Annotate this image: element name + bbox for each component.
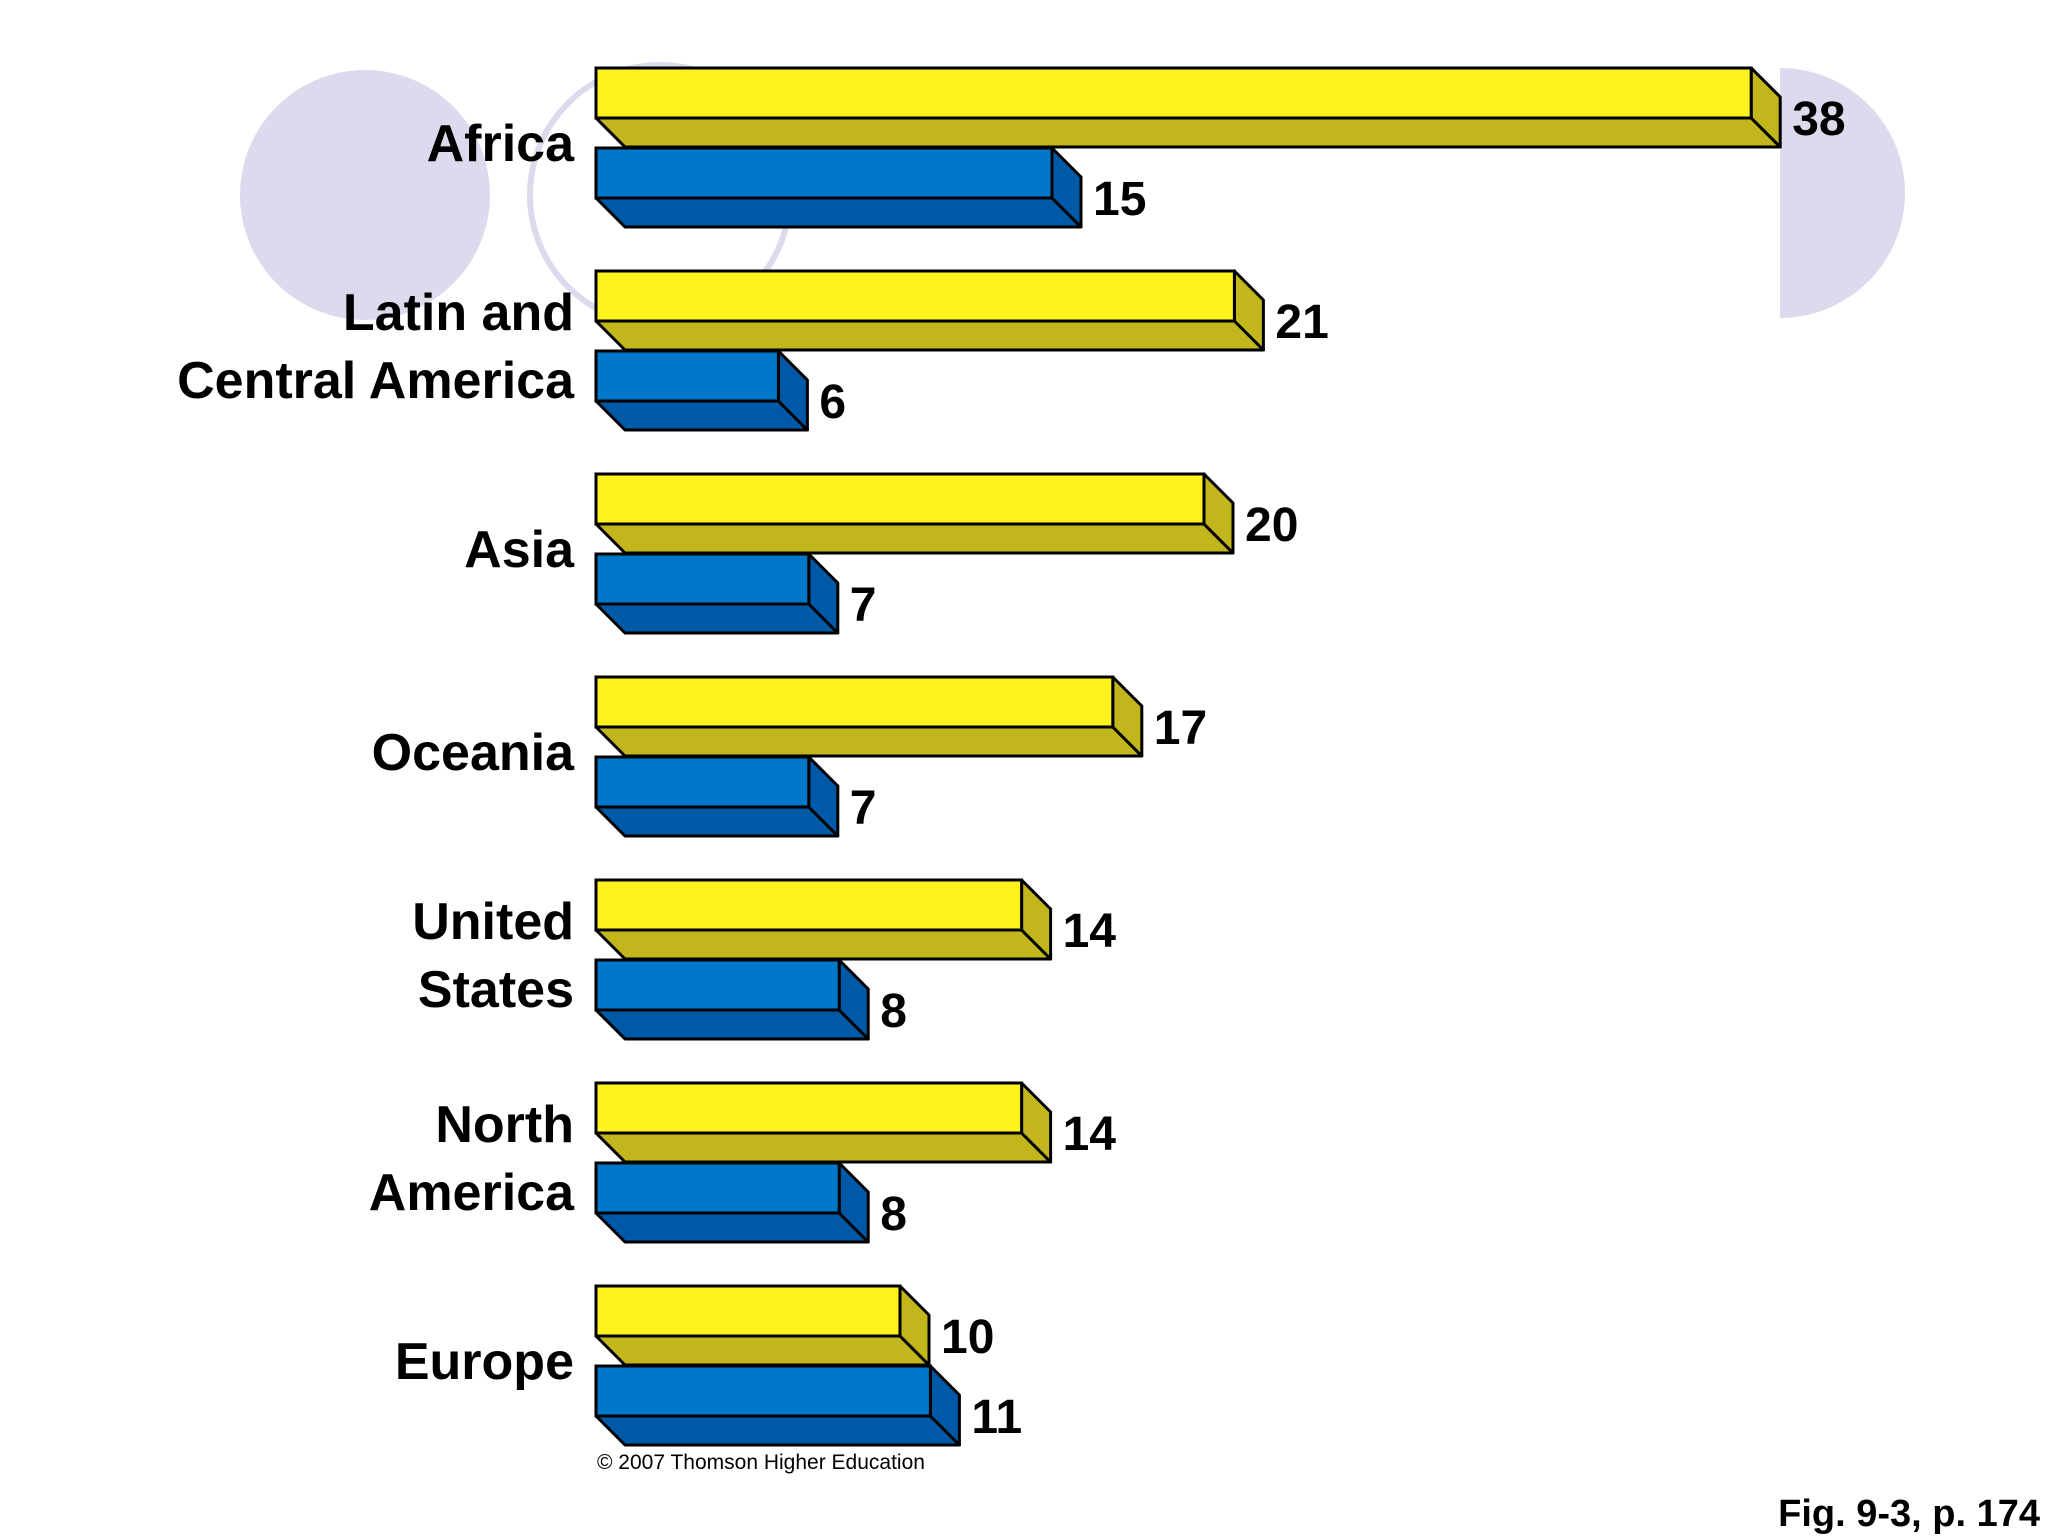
value-label-s0-c0: 38 xyxy=(1792,93,1845,146)
value-label-s1-c0: 15 xyxy=(1093,173,1146,226)
bar-s0-c3 xyxy=(594,675,1144,758)
bar-s0-c0 xyxy=(594,66,1782,149)
bar-s1-c2 xyxy=(594,552,840,635)
bar-s1-c6 xyxy=(594,1364,961,1447)
copyright-text: © 2007 Thomson Higher Education xyxy=(597,1451,925,1474)
category-label-3-line-0: Oceania xyxy=(372,724,575,782)
category-label-4-line-1: States xyxy=(418,961,574,1019)
bar-s1-c3 xyxy=(594,755,840,838)
figure-caption: Fig. 9-3, p. 174 xyxy=(1778,1493,2040,1535)
category-label-0-line-0: Africa xyxy=(427,115,575,173)
bar-s0-c5 xyxy=(594,1081,1053,1164)
value-label-s1-c5: 8 xyxy=(880,1188,907,1241)
value-label-s1-c1: 6 xyxy=(819,376,846,429)
value-label-s1-c2: 7 xyxy=(850,579,877,632)
labels-group: 38 15 Africa 21 6 Latin and Central America 20 7… xyxy=(177,93,1845,1444)
value-label-s1-c6: 11 xyxy=(971,1391,1022,1444)
bar-s1-c0 xyxy=(594,146,1083,229)
category-label-5-line-1: America xyxy=(369,1164,575,1222)
category-label-6-line-0: Europe xyxy=(395,1333,574,1391)
category-label-1-line-0: Latin and xyxy=(343,284,574,342)
bar-s1-c4 xyxy=(594,958,870,1041)
bar-s0-c2 xyxy=(594,472,1235,555)
value-label-s0-c4: 14 xyxy=(1063,905,1117,958)
value-label-s0-c3: 17 xyxy=(1154,702,1207,755)
category-label-5-line-0: North xyxy=(435,1096,574,1154)
bar-s1-c5 xyxy=(594,1161,870,1244)
category-label-1-line-1: Central America xyxy=(177,352,575,410)
category-label-2-line-0: Asia xyxy=(464,521,575,579)
decor-circle-left xyxy=(240,70,490,320)
value-label-s0-c5: 14 xyxy=(1063,1108,1117,1161)
value-label-s0-c1: 21 xyxy=(1275,296,1328,349)
bar-s1-c1 xyxy=(594,349,809,432)
bars-group xyxy=(594,66,1782,1447)
value-label-s1-c3: 7 xyxy=(850,782,877,835)
bar-s0-c1 xyxy=(594,269,1265,352)
background-decoration xyxy=(240,62,1905,328)
bar-s0-c6 xyxy=(594,1284,931,1367)
value-label-s0-c2: 20 xyxy=(1245,499,1298,552)
category-label-4-line-0: United xyxy=(412,893,574,951)
bar-s0-c4 xyxy=(594,878,1053,961)
value-label-s1-c4: 8 xyxy=(880,985,907,1038)
decor-circle-right xyxy=(1780,68,1905,318)
value-label-s0-c6: 10 xyxy=(941,1311,994,1364)
